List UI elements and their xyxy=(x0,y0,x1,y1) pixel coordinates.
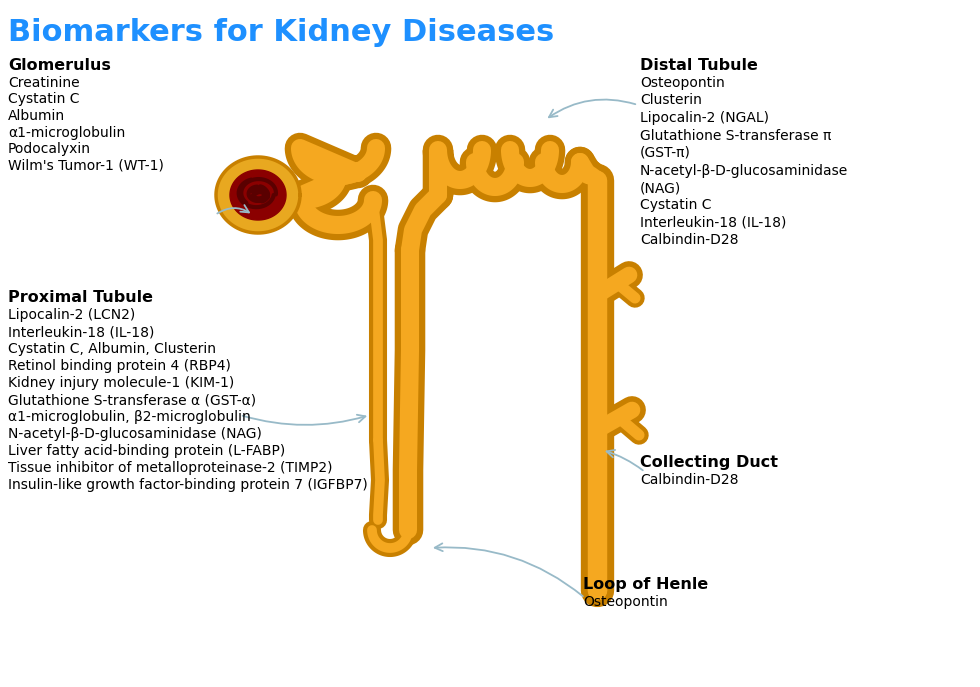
Text: Osteopontin: Osteopontin xyxy=(583,595,667,609)
Text: α1-microglobulin, β2-microglobulin: α1-microglobulin, β2-microglobulin xyxy=(8,410,251,424)
Polygon shape xyxy=(230,170,286,220)
Text: Podocalyxin: Podocalyxin xyxy=(8,142,91,156)
Text: Creatinine: Creatinine xyxy=(8,76,79,90)
Text: Osteopontin: Osteopontin xyxy=(640,76,725,90)
Text: Kidney injury molecule-1 (KIM-1): Kidney injury molecule-1 (KIM-1) xyxy=(8,376,234,390)
Text: Glutathione S-transferase π: Glutathione S-transferase π xyxy=(640,128,831,142)
Text: Lipocalin-2 (LCN2): Lipocalin-2 (LCN2) xyxy=(8,308,135,322)
Text: Calbindin-D28: Calbindin-D28 xyxy=(640,234,739,247)
Text: Tissue inhibitor of metalloproteinase-2 (TIMP2): Tissue inhibitor of metalloproteinase-2 … xyxy=(8,461,332,475)
Text: Retinol binding protein 4 (RBP4): Retinol binding protein 4 (RBP4) xyxy=(8,359,231,373)
Polygon shape xyxy=(216,157,300,233)
Text: Interleukin-18 (IL-18): Interleukin-18 (IL-18) xyxy=(640,216,786,230)
Text: Glomerulus: Glomerulus xyxy=(8,58,111,73)
Text: N-acetyl-β-D-glucosaminidase (NAG): N-acetyl-β-D-glucosaminidase (NAG) xyxy=(8,427,262,441)
Text: Biomarkers for Kidney Diseases: Biomarkers for Kidney Diseases xyxy=(8,18,555,47)
Text: (NAG): (NAG) xyxy=(640,181,681,195)
Text: Liver fatty acid-binding protein (L-FABP): Liver fatty acid-binding protein (L-FABP… xyxy=(8,444,285,458)
Text: Cystatin C: Cystatin C xyxy=(8,93,79,106)
Text: Proximal Tubule: Proximal Tubule xyxy=(8,290,153,305)
Text: N-acetyl-β-D-glucosaminidase: N-acetyl-β-D-glucosaminidase xyxy=(640,164,849,177)
Text: Clusterin: Clusterin xyxy=(640,93,702,107)
Text: Cystatin C: Cystatin C xyxy=(640,199,711,212)
Text: Albumin: Albumin xyxy=(8,109,65,123)
Text: Interleukin-18 (IL-18): Interleukin-18 (IL-18) xyxy=(8,325,155,339)
Text: (GST-π): (GST-π) xyxy=(640,146,691,160)
Text: α1-microglobulin: α1-microglobulin xyxy=(8,126,125,139)
Text: Glutathione S-transferase α (GST-α): Glutathione S-transferase α (GST-α) xyxy=(8,393,256,407)
Text: Lipocalin-2 (NGAL): Lipocalin-2 (NGAL) xyxy=(640,111,769,125)
Text: Calbindin-D28: Calbindin-D28 xyxy=(640,473,739,487)
Text: Collecting Duct: Collecting Duct xyxy=(640,455,778,470)
Text: Insulin-like growth factor-binding protein 7 (IGFBP7): Insulin-like growth factor-binding prote… xyxy=(8,478,367,492)
Text: Distal Tubule: Distal Tubule xyxy=(640,58,758,73)
Text: Wilm's Tumor-1 (WT-1): Wilm's Tumor-1 (WT-1) xyxy=(8,159,164,172)
Text: Cystatin C, Albumin, Clusterin: Cystatin C, Albumin, Clusterin xyxy=(8,342,216,356)
Text: Loop of Henle: Loop of Henle xyxy=(583,577,709,592)
